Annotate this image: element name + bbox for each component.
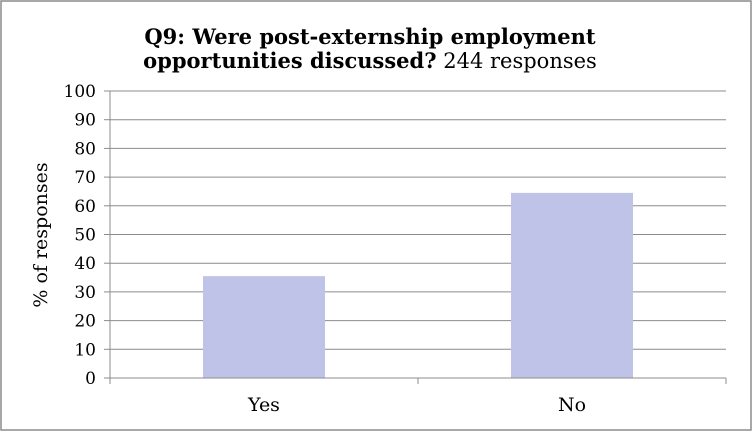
chart-title-line1: Q9: Were post-externship employment — [144, 24, 596, 49]
y-tick-label: 50 — [74, 226, 96, 246]
x-tick-labels: Yes No — [247, 394, 586, 416]
chart-title-suffix: 244 responses — [443, 49, 597, 73]
y-tick-label: 0 — [85, 369, 96, 389]
y-axis-label: % of responses — [30, 162, 52, 307]
bars — [203, 192, 633, 378]
bar-yes — [203, 276, 325, 378]
chart-title-bold: opportunities discussed? — [143, 48, 436, 73]
y-tick-labels: 0 10 20 30 40 50 60 70 80 90 100 — [64, 82, 96, 389]
bar-no — [511, 192, 633, 378]
y-tick-label: 10 — [74, 340, 96, 360]
x-tick-label: Yes — [247, 394, 280, 416]
axes — [109, 91, 727, 384]
y-tick-label: 40 — [74, 254, 96, 274]
x-tick-label: No — [558, 394, 586, 416]
y-tick-label: 20 — [74, 312, 96, 332]
y-tick-label: 70 — [74, 168, 96, 188]
y-tick-label: 100 — [64, 82, 96, 102]
y-tick-label: 60 — [74, 197, 96, 217]
chart-title-line2: opportunities discussed? 244 responses — [143, 48, 597, 73]
y-tick-label: 90 — [74, 111, 96, 131]
y-tick-label: 80 — [74, 139, 96, 159]
y-tick-label: 30 — [74, 283, 96, 303]
